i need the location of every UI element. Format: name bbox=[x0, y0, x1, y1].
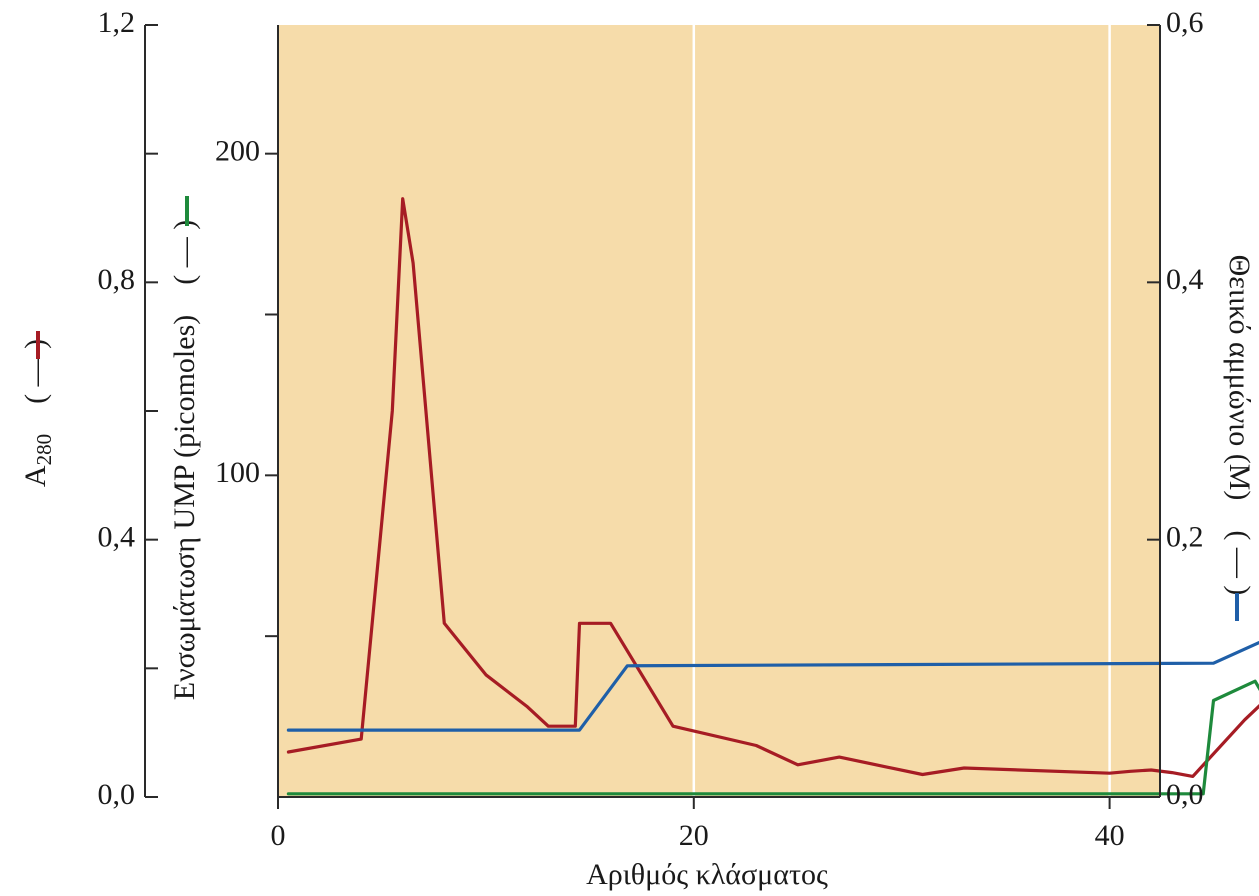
a280-tick-label-0: 0,0 bbox=[98, 778, 136, 811]
salt-axis-label: Θειικό αμμώνιο (M) ( — ) bbox=[1223, 255, 1256, 596]
x-axis-title: Αριθμός κλάσματος bbox=[586, 858, 828, 891]
x-tick-label-40: 40 bbox=[1095, 819, 1125, 852]
a280-tick-label-1: 0,4 bbox=[98, 521, 136, 554]
series-line-salt bbox=[286, 640, 1259, 732]
salt-tick-label-3: 0,6 bbox=[1166, 6, 1204, 39]
a280-axis-label: A280 ( — ) bbox=[19, 339, 56, 487]
x-tick-label-0: 0 bbox=[271, 819, 286, 852]
a280-tick-label-2: 0,8 bbox=[98, 263, 136, 296]
salt-axis-title: Θειικό αμμώνιο (M) ( — ) bbox=[1223, 255, 1256, 621]
salt-tick-label-2: 0,4 bbox=[1166, 263, 1204, 296]
salt-tick-label-0: 0,0 bbox=[1166, 778, 1204, 811]
ump-axis-title: Ενσωμάτωση UMP (picomoles) ( — ) bbox=[168, 196, 201, 700]
salt-tick-label-1: 0,2 bbox=[1166, 521, 1204, 554]
ump-tick-label-0: 100 bbox=[215, 456, 260, 489]
series-line-a280 bbox=[286, 197, 1259, 779]
ump-tick-label-1: 200 bbox=[215, 135, 260, 168]
plot-background bbox=[278, 25, 1160, 797]
ump-axis-label: Ενσωμάτωση UMP (picomoles) ( — ) bbox=[168, 220, 201, 700]
a280-axis-title: A280 ( — ) bbox=[19, 331, 56, 487]
a280-tick-label-3: 1,2 bbox=[98, 6, 136, 39]
x-tick-label-20: 20 bbox=[679, 819, 709, 852]
